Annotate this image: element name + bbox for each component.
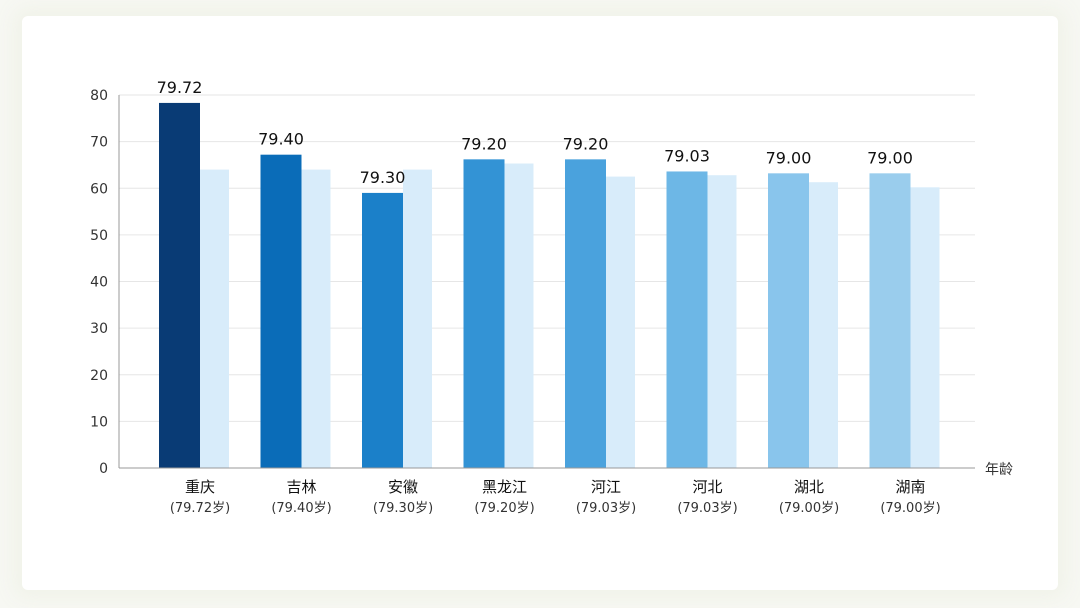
bar-primary-6 xyxy=(768,173,809,468)
y-tick-label: 80 xyxy=(90,88,108,104)
data-label: 79.40 xyxy=(258,130,304,149)
y-tick-label: 30 xyxy=(90,321,108,337)
category-sublabel: (79.20岁) xyxy=(474,501,534,516)
data-label: 79.00 xyxy=(766,148,812,167)
data-label: 79.72 xyxy=(157,78,203,97)
data-label: 79.03 xyxy=(664,146,710,165)
bar-secondary-7 xyxy=(910,187,940,468)
data-label: 79.20 xyxy=(563,134,609,153)
y-tick-label: 70 xyxy=(90,135,108,151)
bar-secondary-0 xyxy=(200,169,229,468)
category-labels: 重庆 (79.72岁) 吉林 (79.40岁) 安徽 (79.30岁) 黑龙江 (79.20岁… xyxy=(170,478,941,516)
x-axis-label: 年龄 xyxy=(985,462,1013,478)
bar-primary-7 xyxy=(869,173,911,468)
bar-primary-4 xyxy=(565,159,606,468)
bar-primary-3 xyxy=(463,159,505,468)
y-tick-label: 0 xyxy=(99,461,108,477)
category-sublabel: (79.40岁) xyxy=(271,501,331,516)
data-label: 79.30 xyxy=(360,168,406,187)
category-label: 重庆 xyxy=(185,478,215,496)
data-label: 79.00 xyxy=(867,148,913,167)
bar-secondary-6 xyxy=(809,182,838,468)
category-label: 河江 xyxy=(591,478,621,496)
bar-secondary-4 xyxy=(606,176,635,468)
bar-primary-5 xyxy=(666,171,708,468)
bar-secondary-5 xyxy=(707,175,737,468)
bars xyxy=(159,102,940,469)
gridlines xyxy=(119,94,975,422)
bar-primary-2 xyxy=(362,192,403,468)
category-label: 河北 xyxy=(692,478,722,496)
category-label: 吉林 xyxy=(286,478,316,496)
category-sublabel: (79.00岁) xyxy=(880,501,940,516)
y-tick-label: 10 xyxy=(90,414,108,430)
category-label: 黑龙江 xyxy=(482,478,527,496)
bar-secondary-1 xyxy=(301,169,331,468)
y-tick-label: 40 xyxy=(90,275,108,291)
category-sublabel: (79.03岁) xyxy=(677,501,737,516)
bar-secondary-2 xyxy=(403,169,432,468)
bar-secondary-3 xyxy=(504,163,534,468)
y-tick-label: 50 xyxy=(90,228,108,244)
y-axis-ticks: 0 10 20 30 40 50 60 70 80 xyxy=(90,88,108,477)
category-sublabel: (79.30岁) xyxy=(373,501,433,516)
category-sublabel: (79.03岁) xyxy=(576,501,636,516)
data-label: 79.20 xyxy=(461,134,507,153)
y-tick-label: 60 xyxy=(90,181,108,197)
category-label: 安徽 xyxy=(388,478,418,496)
category-label: 湖南 xyxy=(895,478,925,496)
category-sublabel: (79.00岁) xyxy=(779,501,839,516)
y-tick-label: 20 xyxy=(90,368,108,384)
data-labels: 79.72 79.40 79.30 79.20 79.20 79.03 79.00 79.00 xyxy=(157,78,913,187)
category-sublabel: (79.72岁) xyxy=(170,501,230,516)
bar-primary-1 xyxy=(260,154,302,468)
bar-primary-0 xyxy=(159,102,200,469)
category-label: 湖北 xyxy=(794,478,824,496)
